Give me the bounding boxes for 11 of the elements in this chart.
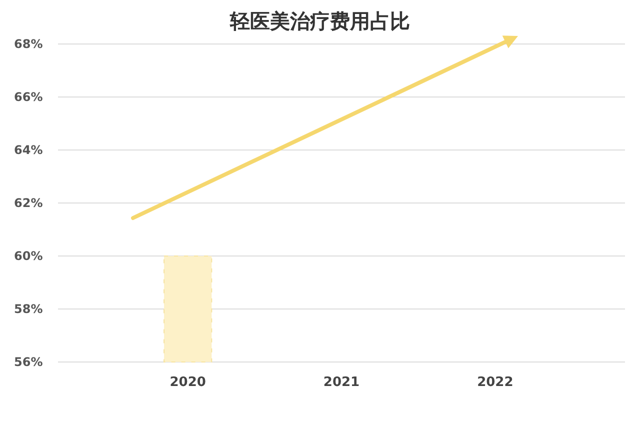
y-tick-label: 60% xyxy=(14,249,43,264)
y-tick-label: 58% xyxy=(14,302,43,316)
y-tick-label: 68% xyxy=(14,37,43,52)
y-tick-label: 56% xyxy=(14,355,43,370)
y-tick-label: 64% xyxy=(14,143,43,158)
y-tick-label: 62% xyxy=(14,196,43,210)
x-tick-label: 2021 xyxy=(323,375,360,390)
y-tick-label: 66% xyxy=(14,90,43,104)
x-tick-label: 2020 xyxy=(170,375,206,390)
chart-title: 轻医美治疗费用占比 xyxy=(229,9,410,33)
x-tick-label: 2022 xyxy=(477,375,514,390)
